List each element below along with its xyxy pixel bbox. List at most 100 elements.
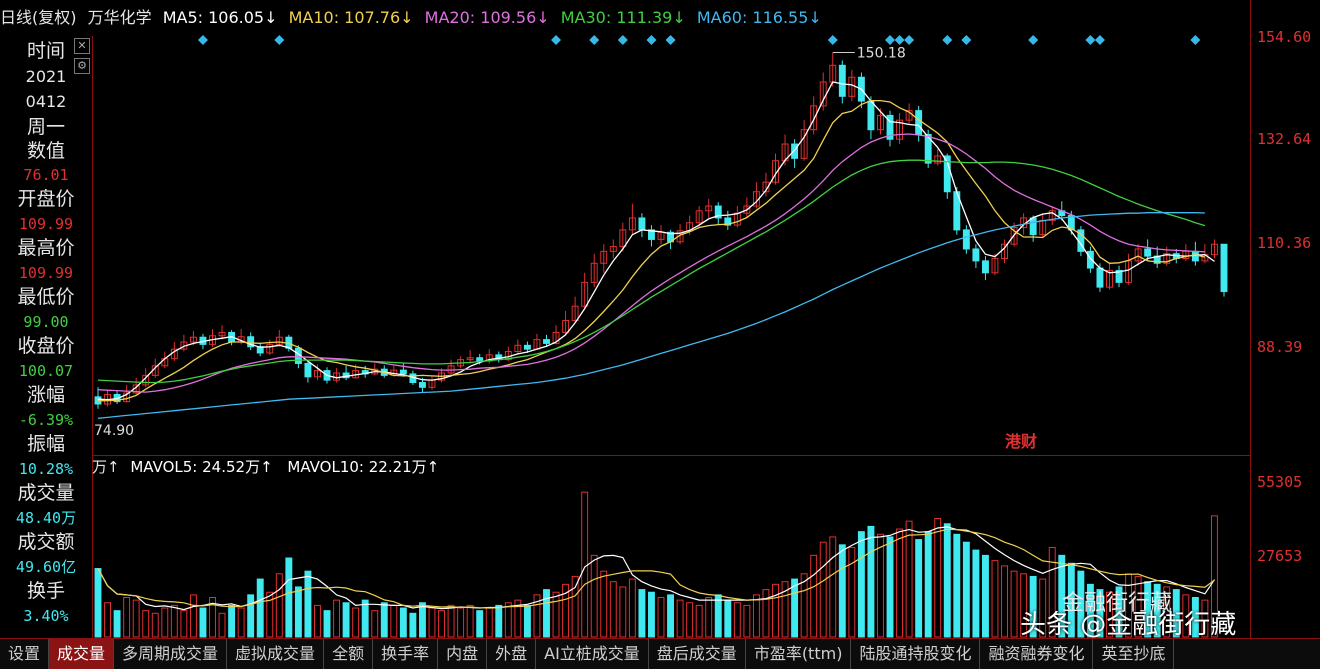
tab-ai-volume[interactable]: AI立桩成交量 [536, 639, 649, 669]
signal-marker [1028, 35, 1039, 45]
ma20-label: MA20: 109.56↓ [424, 8, 550, 27]
volume-bar [743, 604, 751, 638]
open-label: 开盘价 [17, 188, 75, 210]
candle [275, 336, 283, 345]
volume-bar [953, 533, 961, 638]
volume-bar [1001, 565, 1008, 638]
volume-bar [514, 599, 522, 638]
signal-marker [197, 35, 208, 45]
candle [619, 229, 627, 248]
volume-bar [476, 610, 484, 638]
volume-bar [781, 581, 789, 638]
volume-bar [457, 607, 465, 638]
tab-multi-period-volume[interactable]: 多周期成交量 [114, 639, 228, 669]
candle [1010, 227, 1018, 245]
tab-bottom-fishing[interactable]: 英至抄底 [1093, 639, 1175, 669]
price-tick: 132.64 [1257, 130, 1312, 148]
candle [1144, 248, 1152, 257]
tab-turnover-rate[interactable]: 换手率 [373, 639, 439, 669]
volume-bar [256, 578, 264, 638]
signal-marker [894, 35, 905, 45]
volume-bar [1020, 573, 1028, 638]
volume-bar [418, 602, 426, 638]
tab-margin-change[interactable]: 融资融券变化 [980, 639, 1094, 669]
tab-volume[interactable]: 成交量 [49, 639, 115, 669]
signal-marker [646, 35, 657, 45]
volume-label: 成交量 [17, 482, 75, 504]
signal-marker [1094, 35, 1105, 45]
gear-icon[interactable]: ⚙ [74, 58, 90, 74]
candle [543, 339, 550, 344]
tab-northbound-holding[interactable]: 陆股通持股变化 [851, 639, 981, 669]
candle [590, 262, 598, 283]
signal-marker [961, 35, 972, 45]
volume-bar [1077, 570, 1085, 638]
volume-bar [810, 554, 818, 638]
volume-bar [123, 597, 131, 638]
indicator-tabs: 设置 成交量 多周期成交量 虚拟成交量 全额 换手率 内盘 外盘 AI立桩成交量… [0, 638, 1320, 669]
tab-amount[interactable]: 全额 [324, 639, 374, 669]
volume-bar [495, 604, 503, 638]
tab-pe-ttm[interactable]: 市盈率(ttm) [746, 639, 852, 669]
volume-bar [772, 583, 779, 638]
volume-header: 万↑ MAVOL5: 24.52万↑ MAVOL10: 22.21万↑ [92, 456, 439, 478]
volume-bar [409, 612, 417, 638]
year-value: 2021 [25, 67, 67, 86]
volume-bar [848, 546, 856, 638]
candle [877, 114, 884, 131]
volume-bar [886, 536, 894, 638]
tab-after-hours-volume[interactable]: 盘后成交量 [649, 639, 746, 669]
volume-bar [189, 594, 197, 638]
change-label: 涨幅 [26, 384, 65, 406]
volume-unit: 万↑ [92, 458, 120, 476]
candle [972, 248, 980, 262]
volume-bar [543, 589, 550, 638]
tab-inner-volume[interactable]: 内盘 [438, 639, 488, 669]
volume-bar [438, 610, 445, 638]
volume-axis: 55305 27653 [1250, 455, 1320, 638]
volume-bar [304, 570, 312, 638]
volume-bar [1163, 586, 1171, 638]
candle [476, 357, 484, 362]
close-icon[interactable]: ✕ [74, 38, 90, 54]
volume-bar [1191, 597, 1199, 638]
volume-bar [619, 586, 627, 638]
volume-bar [323, 610, 331, 638]
period-label[interactable]: 日线(复权) [0, 8, 77, 27]
tab-settings[interactable]: 设置 [0, 639, 50, 669]
candle [1029, 217, 1037, 236]
volume-bar [590, 554, 598, 638]
price-chart[interactable]: 150.18 74.90 [92, 0, 1250, 455]
volume-bar [714, 594, 722, 638]
ma60-line [97, 212, 1205, 419]
tab-outer-volume[interactable]: 外盘 [487, 639, 537, 669]
ma5-line [97, 81, 1215, 401]
volume-bar [1029, 575, 1037, 638]
signal-marker [551, 35, 562, 45]
volume-bar [113, 610, 121, 638]
volume-bar [352, 607, 360, 638]
volume-bar [657, 597, 665, 638]
candle [1210, 243, 1218, 256]
volume-bar [991, 560, 999, 638]
candle [743, 205, 751, 214]
candle [867, 100, 875, 131]
signal-marker [942, 35, 953, 45]
volume-bar [275, 573, 283, 638]
volume-bar [905, 520, 913, 638]
volume-bar [667, 594, 675, 638]
volume-bar [924, 531, 932, 638]
volume-bar [600, 570, 608, 638]
pane-divider [92, 455, 1250, 456]
ma20-line [97, 133, 1205, 393]
signal-marker [827, 35, 838, 45]
amplitude-label: 振幅 [26, 433, 65, 455]
signal-marker [885, 35, 896, 45]
candle [418, 382, 426, 388]
tab-virtual-volume[interactable]: 虚拟成交量 [227, 639, 325, 669]
volume-chart[interactable] [92, 455, 1250, 638]
candle [466, 357, 474, 361]
volume-bar [752, 594, 760, 638]
volume-bar [972, 549, 980, 638]
volume-bar [1048, 546, 1056, 638]
